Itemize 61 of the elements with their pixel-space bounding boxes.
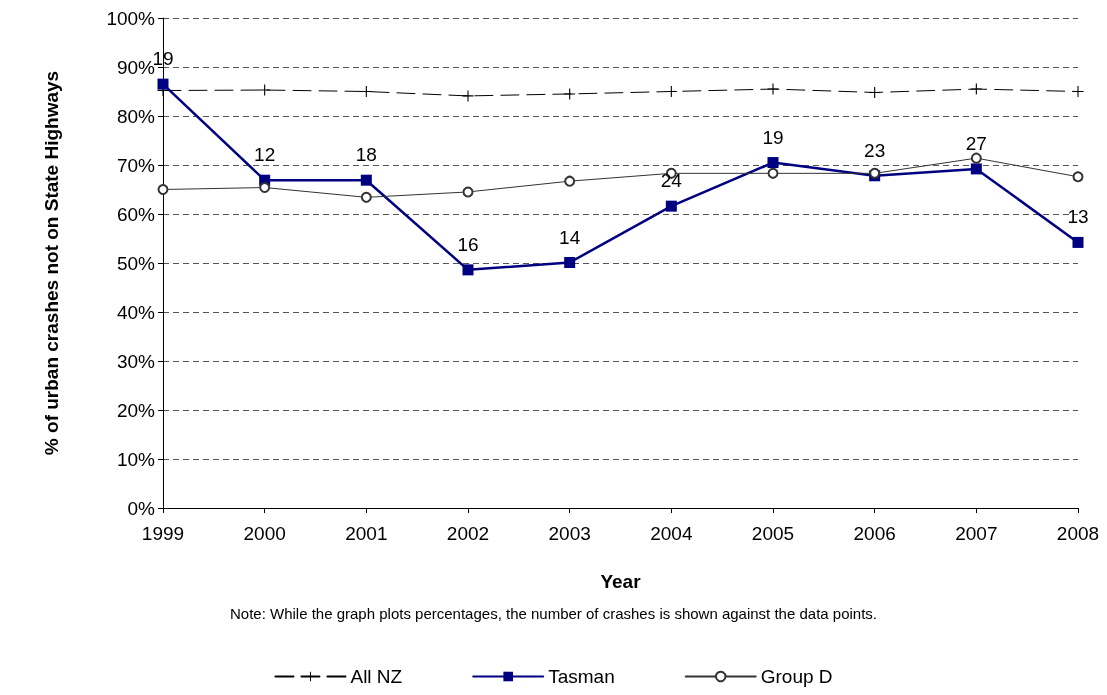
point	[1072, 171, 1084, 183]
x-tick-label: 2000	[243, 523, 286, 544]
point	[970, 163, 982, 175]
point	[564, 257, 576, 269]
y-tick-label: 70%	[116, 154, 156, 176]
point	[767, 167, 779, 179]
point	[360, 191, 372, 203]
annotation: 27	[965, 132, 987, 154]
annotation: 14	[559, 226, 581, 248]
legend-label: Tasman	[548, 666, 615, 687]
point	[360, 174, 372, 186]
annotation: 16	[457, 233, 479, 255]
point	[564, 88, 576, 100]
annotation: 18	[355, 144, 377, 166]
point	[462, 264, 474, 276]
legend-label: All NZ	[350, 666, 403, 687]
x-tick-label: 2006	[853, 523, 896, 544]
x-tick-label: 2003	[548, 523, 591, 544]
y-tick-label: 20%	[116, 399, 156, 421]
y-tick-label: 90%	[116, 56, 156, 78]
text: Note: While the graph plots percentages, the number of crashes is shown against the data points.	[229, 605, 878, 622]
point	[462, 90, 474, 102]
y-tick-label: 50%	[116, 252, 156, 274]
x-tick-label: 2007	[955, 523, 998, 544]
annotation: 19	[762, 126, 784, 148]
annotation: 12	[254, 144, 276, 166]
annotation: 13	[1067, 206, 1089, 228]
x-axis-title: Year	[600, 571, 642, 592]
annotation: 23	[864, 139, 886, 161]
y-tick-label: 30%	[116, 350, 156, 372]
point	[564, 175, 576, 187]
y-tick-label: 0%	[127, 497, 156, 519]
point	[767, 157, 779, 169]
y-tick-label: 40%	[116, 301, 156, 323]
point	[157, 184, 169, 195]
y-tick-label: 80%	[116, 105, 156, 127]
point	[157, 78, 169, 90]
point	[259, 84, 271, 96]
x-tick-label: 2004	[650, 523, 693, 544]
point	[869, 86, 881, 98]
x-tick-label: 2001	[345, 523, 388, 544]
legend-label: Group D	[760, 666, 833, 687]
x-tick-label: 2005	[751, 523, 795, 544]
point	[665, 200, 677, 212]
y-tick-label: 10%	[116, 448, 156, 470]
x-tick-label: 2008	[1056, 523, 1100, 544]
x-tick-label: 1999	[141, 523, 185, 544]
point	[767, 83, 779, 95]
point	[970, 152, 982, 164]
point	[462, 186, 474, 198]
annotation: 24	[660, 170, 683, 192]
point	[970, 83, 982, 95]
x-tick-label: 2002	[446, 523, 490, 544]
point	[1072, 236, 1084, 248]
point	[360, 86, 372, 97]
y-tick-label: 60%	[116, 203, 156, 225]
y-axis-title: % of urban crashes not on State Highways	[40, 70, 62, 456]
y-tick-label: 100%	[106, 7, 156, 29]
point	[1072, 86, 1084, 97]
point	[259, 182, 271, 194]
point	[665, 86, 677, 97]
